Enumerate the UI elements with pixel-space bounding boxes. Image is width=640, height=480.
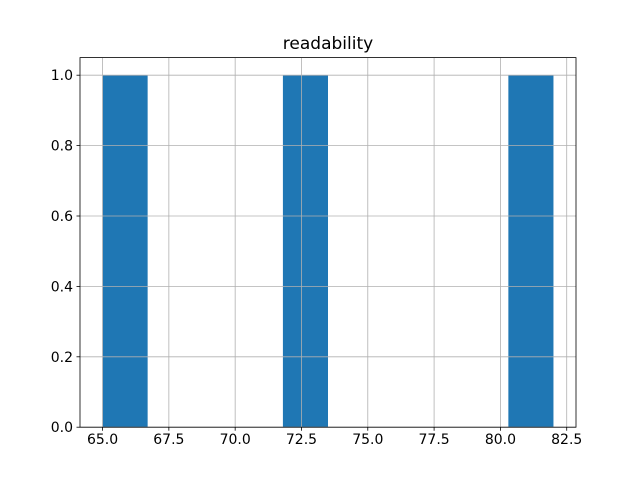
x-tick-label: 70.0 [220, 432, 251, 448]
ticks-layer [76, 74, 568, 431]
axes-frame [79, 57, 577, 428]
y-tick-label: 0.2 [51, 350, 73, 366]
y-tick-label: 0.4 [51, 279, 73, 295]
x-tick-label: 75.0 [352, 432, 383, 448]
y-tick-label: 0.0 [51, 420, 73, 436]
y-tick-label: 1.0 [51, 68, 73, 84]
y-tick-label: 0.6 [51, 209, 73, 225]
x-tick-label: 82.5 [551, 432, 582, 448]
bars-layer [102, 75, 554, 428]
y-tick-label: 0.8 [51, 139, 73, 155]
histogram-bar [102, 75, 148, 428]
x-tick-label: 67.5 [153, 432, 184, 448]
histogram-bar [508, 75, 554, 428]
x-tick-label: 65.0 [87, 432, 118, 448]
plot-border [79, 57, 577, 428]
grid-layer [80, 57, 576, 428]
x-tick-label: 77.5 [419, 432, 450, 448]
tick-labels-layer: 65.0 67.5 70.0 72.5 75.0 77.5 80.0 82.5 0.0 0.2 0.… [51, 68, 583, 448]
x-tick-label: 80.0 [485, 432, 516, 448]
x-tick-label: 72.5 [286, 432, 317, 448]
chart-title: readability [283, 34, 373, 54]
histogram-bar [282, 75, 328, 428]
